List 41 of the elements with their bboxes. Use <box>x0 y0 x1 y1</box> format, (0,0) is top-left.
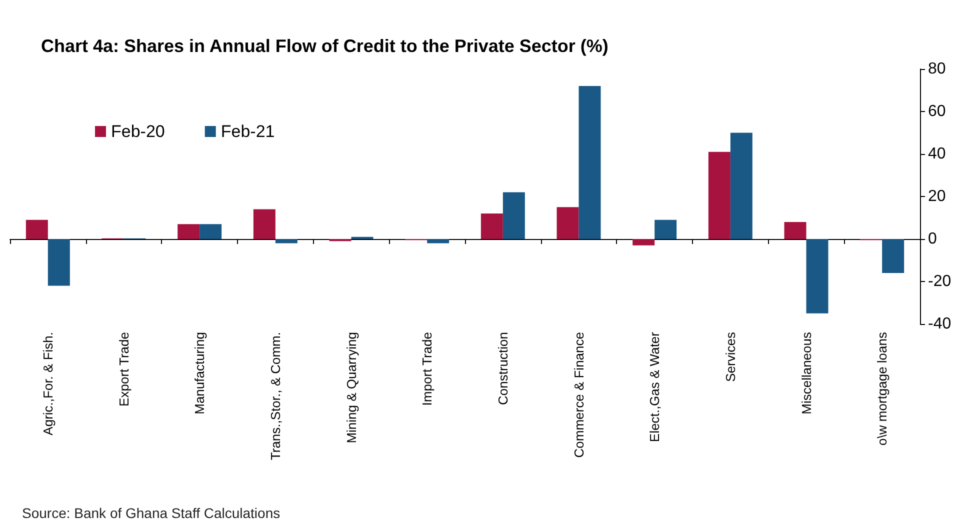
x-tick-label: Mining & Quarrying <box>344 332 359 444</box>
bar <box>178 224 200 239</box>
x-tick-label: Commerce & Finance <box>571 332 586 458</box>
bar <box>784 222 806 239</box>
bar <box>253 209 276 239</box>
x-tick-label: o\w mortgage loans <box>874 332 890 446</box>
y-tick-label: 60 <box>928 103 946 120</box>
bar <box>427 239 450 244</box>
bar <box>275 239 298 244</box>
y-tick-label: 40 <box>928 146 946 162</box>
source-note: Source: Bank of Ghana Staff Calculations <box>22 505 280 521</box>
bar <box>806 239 828 314</box>
x-tick-label: Elect.,Gas & Water <box>647 331 662 442</box>
x-tick-label: Miscellaneous <box>798 332 814 414</box>
bar <box>632 239 655 246</box>
x-tick-label: Agric.,For. & Fish. <box>40 332 56 436</box>
bar <box>502 192 525 239</box>
x-tick-label: Services <box>722 332 738 382</box>
bar <box>556 207 579 239</box>
x-tick-label: Export Trade <box>116 332 132 406</box>
y-tick-label: -20 <box>928 273 952 290</box>
bar <box>730 132 752 239</box>
bar <box>200 224 222 239</box>
bar <box>48 239 70 286</box>
x-tick-label: Trans.,Stor., & Comm. <box>268 332 283 460</box>
chart-title: Chart 4a: Shares in Annual Flow of Credit to the Private Sector (%) <box>41 36 608 56</box>
bar <box>480 214 503 239</box>
y-tick-label: 0 <box>928 230 937 248</box>
bar <box>26 220 48 239</box>
x-tick-label: Import Trade <box>420 332 435 406</box>
y-tick-label: -40 <box>928 316 952 332</box>
x-tick-label: Construction <box>495 332 510 405</box>
bar <box>708 152 730 239</box>
bar <box>654 220 677 239</box>
legend-label: Feb-20 <box>111 122 165 141</box>
bar <box>882 239 904 273</box>
y-tick-label: 80 <box>928 60 946 78</box>
legend-label: Feb-21 <box>220 122 275 141</box>
x-tick-label: Manufacturing <box>192 332 208 414</box>
y-tick-label: 20 <box>928 188 946 205</box>
bar <box>578 86 601 239</box>
